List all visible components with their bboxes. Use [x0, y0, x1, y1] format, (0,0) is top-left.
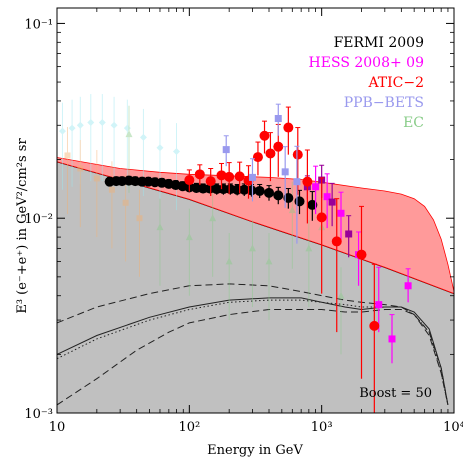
- point-atic-2: [184, 175, 195, 186]
- faded-point: [122, 199, 129, 206]
- faded-point: [110, 121, 118, 129]
- point-hess-2008-09: [323, 193, 331, 201]
- faded-point: [123, 124, 131, 132]
- faded-point: [173, 148, 181, 156]
- point-hess-2008-09: [337, 209, 345, 217]
- y-tick-label: 10⁻²: [24, 212, 53, 227]
- faded-point: [93, 175, 100, 182]
- point-hess-2008-09: [375, 301, 383, 309]
- x-tick-label: 10⁴: [443, 420, 463, 435]
- point-hess-purple: [345, 230, 353, 238]
- faded-point: [98, 119, 106, 127]
- point-fermi-2009: [239, 184, 250, 195]
- point-atic-2: [234, 171, 245, 182]
- ec-point: [125, 130, 133, 138]
- ec-point: [265, 257, 273, 265]
- x-tick-label: 10³: [311, 420, 333, 435]
- point-atic-2: [216, 170, 227, 181]
- point-hess-2008-09: [404, 282, 412, 290]
- x-tick-label: 10: [49, 420, 66, 435]
- faded-point: [139, 133, 147, 141]
- point-fermi-2009: [294, 196, 305, 207]
- ec-point: [225, 257, 233, 265]
- faded-point: [87, 119, 95, 127]
- point-atic-2: [302, 176, 313, 187]
- faded-point: [58, 127, 66, 135]
- point-ppb-bets: [293, 178, 301, 186]
- curve-dashed-upper: [57, 283, 449, 406]
- point-ppb-bets: [281, 168, 289, 176]
- point-fermi-2009: [283, 192, 294, 203]
- point-ppb-bets: [248, 173, 256, 181]
- y-tick-label: 10⁻¹: [24, 17, 53, 32]
- point-hess-purple: [328, 198, 336, 206]
- faded-point: [68, 124, 76, 132]
- ec-point: [288, 206, 296, 214]
- faded-point: [77, 165, 84, 172]
- band-background: [57, 161, 454, 413]
- point-fermi-2009: [254, 185, 265, 196]
- point-atic-2: [273, 141, 284, 152]
- point-ppb-bets: [222, 146, 230, 154]
- annotation-boost: Boost = 50: [359, 386, 432, 401]
- curve-dotted: [57, 299, 449, 406]
- curve-solid-signal: [57, 297, 449, 405]
- ec-point: [209, 214, 217, 222]
- faded-point: [156, 144, 164, 152]
- y-tick-label: 10⁻³: [24, 407, 53, 422]
- legend-ppb-bets: PPB−BETS: [344, 95, 424, 111]
- point-atic-2: [316, 212, 327, 223]
- point-ppb-bets: [274, 115, 282, 123]
- legend-ec: EC: [403, 115, 424, 131]
- plot-frame: [56, 7, 455, 414]
- point-atic-2: [259, 130, 270, 141]
- ec-point: [305, 244, 313, 252]
- point-atic-2: [252, 152, 263, 163]
- point-atic-2: [224, 171, 235, 182]
- x-tick-label: 10²: [178, 420, 200, 435]
- legend-fermi-2009: FERMI 2009: [334, 35, 424, 51]
- x-axis-label: Energy in GeV: [207, 443, 303, 458]
- point-atic-2: [194, 169, 205, 180]
- point-atic-2: [292, 149, 303, 160]
- faded-point: [64, 152, 71, 159]
- ec-point: [185, 233, 193, 241]
- legend-atic-2: ATIC−2: [367, 75, 424, 91]
- point-atic-2: [265, 148, 276, 159]
- point-atic-2: [283, 122, 294, 133]
- point-atic-2: [205, 176, 216, 187]
- point-fermi-2009: [307, 199, 318, 210]
- ec-point: [337, 291, 345, 299]
- point-atic-2: [369, 320, 380, 331]
- faded-point: [136, 215, 143, 222]
- legend-hess-2008-09: HESS 2008+ 09: [309, 55, 424, 71]
- point-hess-2008-09: [388, 335, 396, 343]
- point-fermi-2009: [264, 187, 275, 198]
- ec-point: [248, 244, 256, 252]
- point-atic-2: [356, 249, 367, 260]
- faded-point: [76, 121, 84, 129]
- y-axis-label: E³ (e⁻+e⁺) in GeV²/cm²s sr: [15, 138, 30, 314]
- point-fermi-2009: [273, 190, 284, 201]
- ec-point: [156, 223, 164, 231]
- point-hess-2008-09: [312, 183, 320, 191]
- point-atic-2: [331, 236, 342, 247]
- faded-point: [108, 186, 115, 193]
